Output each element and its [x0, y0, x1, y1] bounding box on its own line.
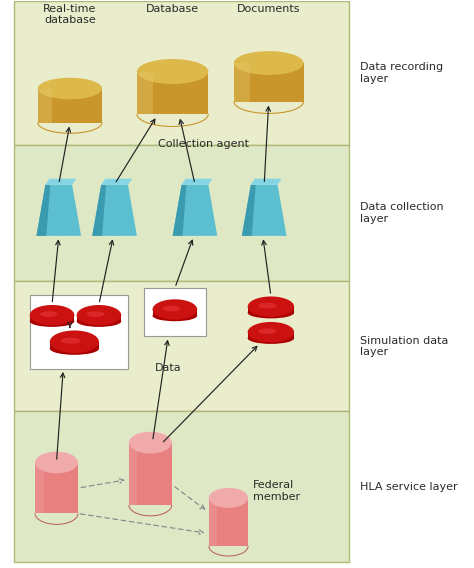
- Ellipse shape: [77, 305, 121, 325]
- Ellipse shape: [50, 343, 99, 355]
- Text: Data collection
layer: Data collection layer: [360, 202, 444, 224]
- Ellipse shape: [137, 59, 209, 84]
- Text: Simulation data
layer: Simulation data layer: [360, 336, 448, 357]
- Polygon shape: [36, 185, 50, 236]
- Bar: [35, 462, 44, 513]
- Bar: [14, 1, 349, 145]
- Polygon shape: [46, 179, 76, 185]
- Text: Federal
member: Federal member: [253, 480, 300, 502]
- Bar: [14, 281, 349, 411]
- Bar: [137, 72, 153, 114]
- Polygon shape: [92, 185, 137, 236]
- Polygon shape: [182, 179, 212, 185]
- Ellipse shape: [153, 310, 197, 321]
- Ellipse shape: [61, 337, 81, 344]
- Polygon shape: [173, 185, 217, 236]
- Ellipse shape: [248, 322, 294, 343]
- Ellipse shape: [209, 488, 248, 508]
- Ellipse shape: [87, 311, 105, 317]
- Bar: [209, 498, 217, 546]
- Bar: [137, 72, 209, 114]
- Bar: [153, 310, 197, 316]
- Ellipse shape: [248, 296, 294, 317]
- Bar: [209, 498, 248, 546]
- Bar: [234, 63, 249, 102]
- Text: Documents: Documents: [237, 3, 301, 14]
- Ellipse shape: [30, 316, 74, 327]
- Bar: [144, 288, 206, 336]
- Polygon shape: [36, 185, 81, 236]
- Bar: [38, 89, 52, 123]
- Ellipse shape: [129, 432, 172, 453]
- Ellipse shape: [30, 305, 74, 325]
- Polygon shape: [242, 185, 286, 236]
- Text: Data: Data: [155, 364, 182, 373]
- Bar: [234, 63, 303, 102]
- Ellipse shape: [40, 311, 58, 317]
- Polygon shape: [242, 185, 255, 236]
- Bar: [35, 462, 78, 513]
- Bar: [14, 145, 349, 281]
- Bar: [129, 442, 172, 505]
- Bar: [248, 307, 294, 313]
- Text: Collection agent: Collection agent: [158, 139, 249, 149]
- Ellipse shape: [258, 328, 277, 334]
- Ellipse shape: [77, 316, 121, 327]
- Ellipse shape: [248, 333, 294, 344]
- Polygon shape: [101, 179, 132, 185]
- Ellipse shape: [258, 303, 277, 308]
- Polygon shape: [173, 185, 186, 236]
- Text: HLA service layer: HLA service layer: [360, 482, 458, 491]
- Bar: [30, 295, 128, 369]
- Bar: [38, 89, 102, 123]
- Bar: [248, 332, 294, 339]
- Ellipse shape: [38, 78, 102, 99]
- Polygon shape: [251, 179, 282, 185]
- Ellipse shape: [163, 306, 181, 311]
- Ellipse shape: [248, 307, 294, 319]
- Text: Database: Database: [146, 3, 199, 14]
- Text: Real-time
database: Real-time database: [43, 3, 97, 25]
- Bar: [30, 315, 74, 321]
- Ellipse shape: [153, 299, 197, 320]
- Polygon shape: [92, 185, 106, 236]
- Ellipse shape: [50, 331, 99, 353]
- Ellipse shape: [35, 452, 78, 473]
- Bar: [50, 342, 99, 349]
- Bar: [129, 442, 137, 505]
- Bar: [14, 411, 349, 562]
- Bar: [77, 315, 121, 321]
- Text: Data recording
layer: Data recording layer: [360, 62, 443, 83]
- Ellipse shape: [234, 51, 303, 75]
